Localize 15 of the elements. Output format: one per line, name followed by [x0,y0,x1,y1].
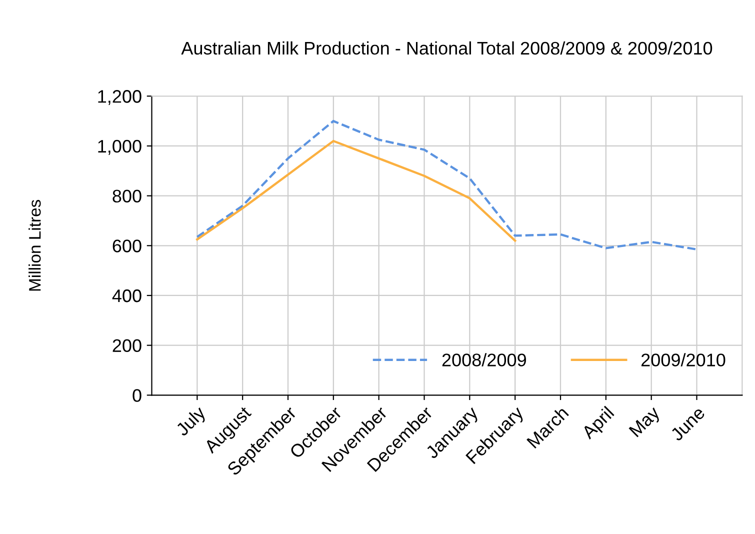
legend-label: 2009/2010 [641,353,726,366]
y-tick-label: 1,200 [98,90,142,105]
line-series [196,140,516,242]
legend-label: 2008/2009 [442,353,526,366]
line-series [196,120,698,250]
y-tick-label: 400 [112,289,142,302]
y-tick-label: 0 [132,389,142,402]
x-tick-label: May [628,405,664,440]
y-tick-label: 600 [112,240,142,252]
y-tick-label: 1,000 [98,140,142,155]
x-tick-label: July [174,404,210,440]
y-tick-label: 800 [112,190,142,203]
chart-title: Australian Milk Production - National Total 2008/2009 & 2009/2010 [181,41,712,55]
y-axis-title: Million Litres [28,200,41,291]
y-tick-label: 200 [112,339,142,352]
